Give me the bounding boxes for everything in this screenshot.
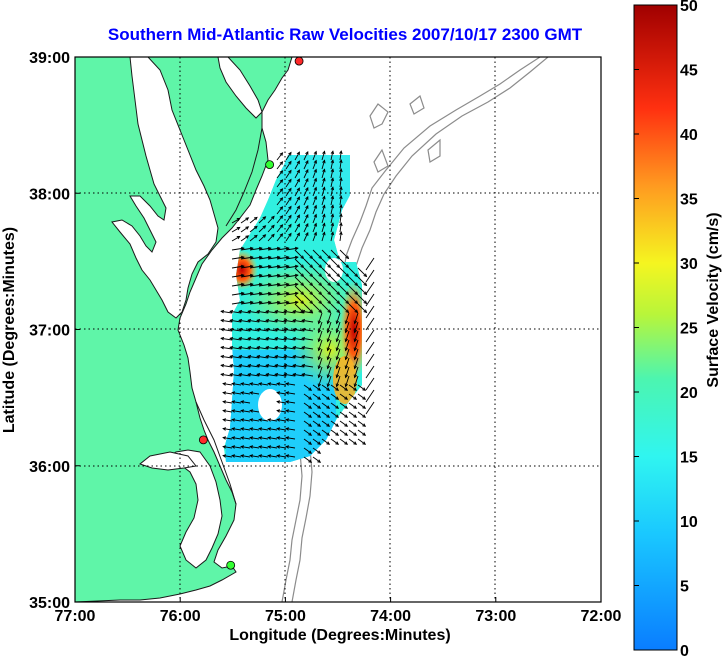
y-tick-label: 37:00 [29, 323, 70, 340]
x-tick-label: 75:00 [265, 608, 306, 625]
colorbar-tick-label: 5 [680, 579, 689, 596]
colorbar-tick-label: 25 [680, 321, 698, 338]
colorbar-label: Surface Velocity (cm/s) [705, 212, 722, 387]
radar-station-marker [226, 560, 236, 570]
x-tick-label: 77:00 [55, 608, 96, 625]
colorbar-tick-label: 15 [680, 450, 698, 467]
delaware-bay [217, 57, 263, 119]
colorbar-tick-label: 30 [680, 256, 698, 273]
colorbar-tick-label: 0 [680, 643, 689, 659]
y-tick-label: 38:00 [29, 186, 70, 203]
chesapeake-bay [111, 57, 219, 319]
x-tick-label: 74:00 [370, 608, 411, 625]
x-axis-label: Longitude (Degrees:Minutes) [229, 627, 450, 644]
colorbar-tick-label: 35 [680, 192, 698, 209]
x-tick-label: 76:00 [160, 608, 201, 625]
radar-station-marker [265, 160, 275, 170]
colorbar-tick-label: 10 [680, 514, 698, 531]
y-tick-label: 39:00 [29, 50, 70, 67]
y-axis-label: Latitude (Degrees:Minutes) [1, 227, 18, 433]
y-tick-label: 36:00 [29, 459, 70, 476]
colorbar-tick-label: 45 [680, 63, 698, 80]
colorbar-tick-label: 20 [680, 385, 698, 402]
radar-station-marker [198, 435, 208, 445]
colorbar-tick-label: 50 [680, 0, 698, 15]
coastline-detail [195, 127, 263, 505]
x-tick-label: 72:00 [581, 608, 622, 625]
chart-title: Southern Mid-Atlantic Raw Velocities 200… [108, 25, 583, 44]
velocity-field [220, 150, 375, 463]
colorbar-ticks: 0 5 10 15 20 25 30 35 40 45 50 [634, 0, 698, 659]
radar-station-marker [294, 57, 304, 66]
y-tick-label: 35:00 [29, 595, 70, 612]
albemarle-sound [138, 451, 197, 471]
colorbar [633, 4, 678, 651]
x-axis-ticks: 77:00 76:00 75:00 74:00 73:00 72:00 [55, 597, 622, 625]
y-axis-ticks: 35:00 36:00 37:00 38:00 39:00 [29, 50, 80, 612]
x-tick-label: 73:00 [475, 608, 516, 625]
radar-stations [198, 57, 304, 570]
grid-lines [75, 57, 601, 602]
colorbar-tick-label: 40 [680, 127, 698, 144]
